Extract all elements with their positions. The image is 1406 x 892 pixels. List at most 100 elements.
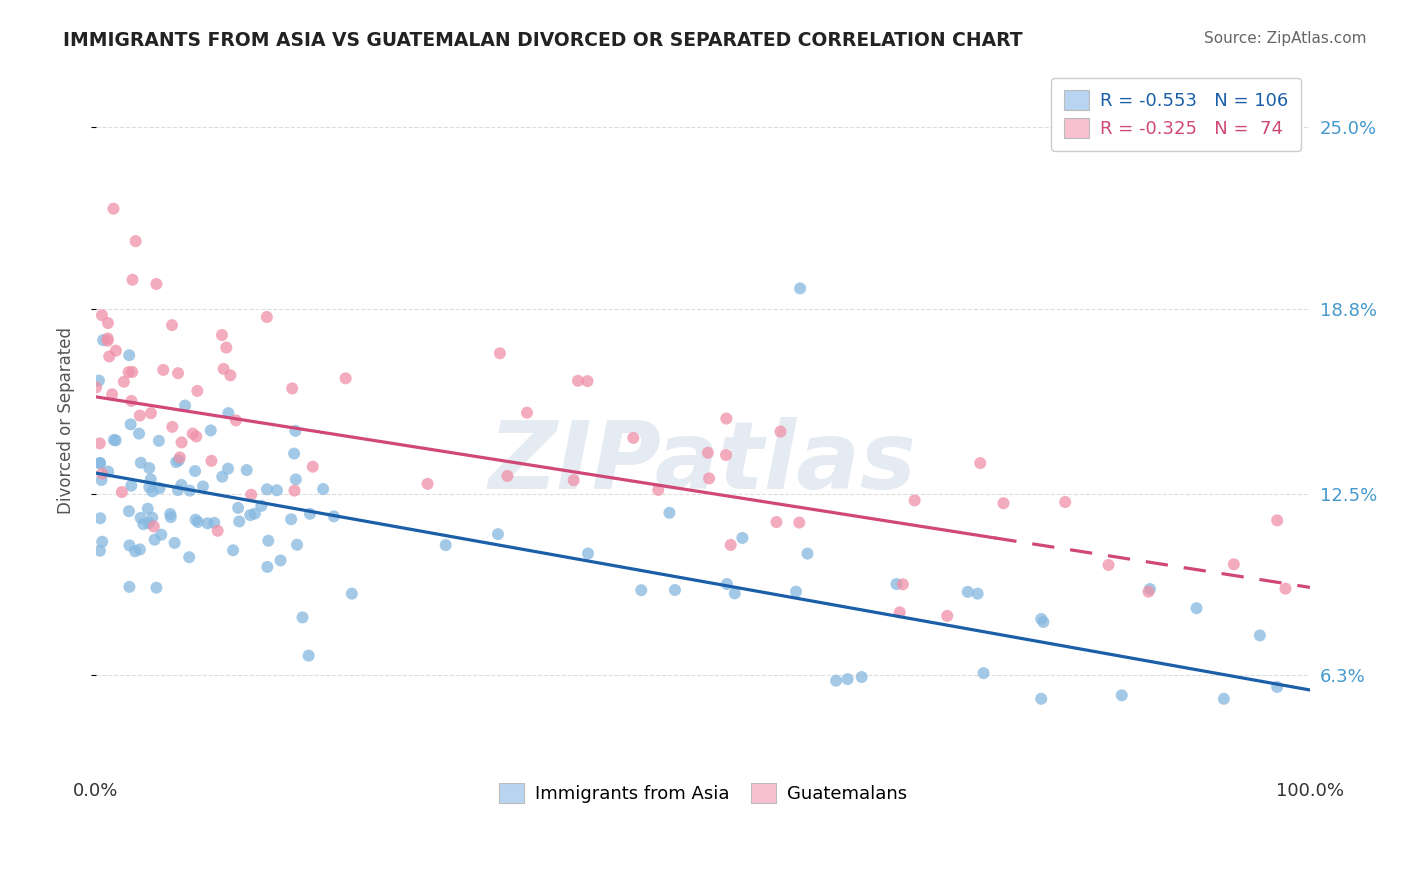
Point bbox=[103, 202, 125, 216]
Point bbox=[486, 527, 509, 541]
Point bbox=[143, 533, 166, 547]
Point bbox=[174, 399, 197, 413]
Point bbox=[281, 381, 304, 395]
Point bbox=[562, 473, 585, 487]
Point bbox=[87, 374, 110, 388]
Point bbox=[322, 509, 344, 524]
Point bbox=[796, 547, 818, 561]
Point bbox=[1031, 691, 1053, 706]
Point bbox=[1274, 582, 1296, 596]
Point bbox=[167, 366, 190, 380]
Point bbox=[111, 485, 134, 500]
Point bbox=[886, 577, 908, 591]
Point bbox=[284, 472, 307, 486]
Point bbox=[169, 450, 191, 465]
Point bbox=[416, 476, 439, 491]
Point bbox=[1139, 582, 1161, 596]
Point bbox=[1223, 558, 1246, 572]
Point bbox=[118, 504, 141, 518]
Point bbox=[250, 499, 273, 513]
Point bbox=[630, 583, 652, 598]
Point bbox=[312, 482, 335, 496]
Point bbox=[145, 581, 167, 595]
Point bbox=[496, 469, 519, 483]
Point bbox=[167, 453, 190, 467]
Point bbox=[576, 547, 599, 561]
Point bbox=[118, 365, 141, 379]
Point bbox=[89, 456, 111, 470]
Point bbox=[283, 483, 305, 498]
Point bbox=[825, 673, 848, 688]
Point bbox=[145, 277, 167, 291]
Point bbox=[129, 542, 152, 557]
Point bbox=[219, 368, 242, 383]
Point bbox=[118, 538, 141, 552]
Point bbox=[197, 516, 219, 531]
Point bbox=[1054, 495, 1077, 509]
Point bbox=[240, 488, 263, 502]
Point bbox=[148, 481, 170, 495]
Text: ZIPatlas: ZIPatlas bbox=[489, 417, 917, 508]
Point bbox=[139, 472, 162, 486]
Point bbox=[256, 483, 278, 497]
Point bbox=[179, 550, 201, 565]
Point bbox=[128, 426, 150, 441]
Point bbox=[132, 517, 155, 532]
Point bbox=[257, 533, 280, 548]
Point bbox=[225, 413, 247, 427]
Point bbox=[98, 350, 121, 364]
Point bbox=[889, 605, 911, 619]
Point bbox=[167, 483, 190, 497]
Point bbox=[966, 587, 988, 601]
Point bbox=[576, 374, 599, 388]
Point bbox=[152, 363, 174, 377]
Point bbox=[136, 501, 159, 516]
Point bbox=[84, 380, 107, 394]
Point bbox=[97, 465, 120, 479]
Point bbox=[270, 553, 292, 567]
Point bbox=[121, 273, 143, 287]
Point bbox=[212, 362, 235, 376]
Point bbox=[1137, 584, 1160, 599]
Point bbox=[165, 455, 187, 469]
Point bbox=[697, 471, 720, 485]
Point bbox=[904, 493, 927, 508]
Point bbox=[658, 506, 681, 520]
Point bbox=[186, 429, 208, 443]
Point bbox=[243, 507, 266, 521]
Point bbox=[1097, 558, 1119, 572]
Point bbox=[142, 519, 165, 533]
Point bbox=[159, 510, 181, 524]
Point bbox=[283, 446, 305, 460]
Y-axis label: Divorced or Separated: Divorced or Separated bbox=[58, 326, 75, 514]
Point bbox=[211, 328, 233, 343]
Point bbox=[112, 375, 135, 389]
Point bbox=[90, 473, 112, 487]
Point bbox=[91, 333, 114, 347]
Point bbox=[170, 478, 193, 492]
Point bbox=[91, 308, 114, 322]
Point bbox=[1032, 615, 1054, 629]
Point bbox=[769, 425, 792, 439]
Point bbox=[162, 420, 184, 434]
Point bbox=[1265, 513, 1288, 527]
Point bbox=[141, 484, 163, 499]
Point bbox=[104, 343, 127, 358]
Point bbox=[120, 393, 142, 408]
Point bbox=[170, 435, 193, 450]
Point bbox=[936, 608, 959, 623]
Point bbox=[139, 406, 162, 420]
Point bbox=[285, 538, 308, 552]
Point bbox=[124, 544, 146, 558]
Point bbox=[280, 512, 302, 526]
Point bbox=[226, 500, 249, 515]
Point bbox=[284, 424, 307, 438]
Point bbox=[138, 480, 160, 494]
Point bbox=[89, 456, 111, 470]
Point bbox=[89, 511, 111, 525]
Point bbox=[716, 411, 738, 425]
Point bbox=[187, 515, 209, 529]
Point bbox=[301, 459, 323, 474]
Point bbox=[720, 538, 742, 552]
Point bbox=[186, 384, 208, 398]
